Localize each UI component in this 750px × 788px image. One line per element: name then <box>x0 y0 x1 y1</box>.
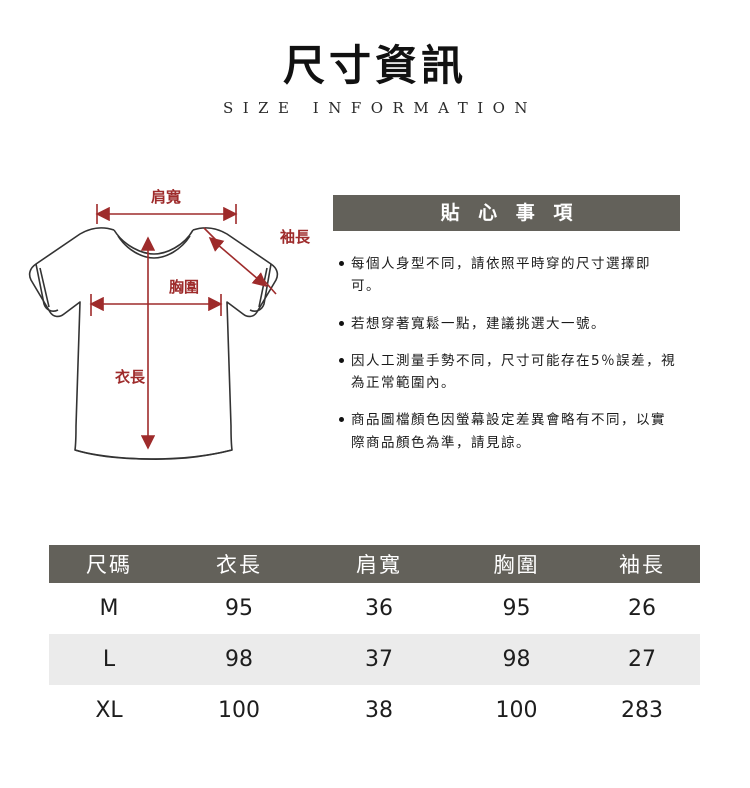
body-length-label: 衣長 <box>115 368 146 386</box>
note-text: 若想穿著寬鬆一點，建議挑選大一號。 <box>351 315 606 332</box>
note-text: 因人工測量手勢不同，尺寸可能存在5％誤差，視為正常範圍內。 <box>351 352 677 392</box>
notes-list: 每個人身型不同，請依照平時穿的尺寸選擇即可。 若想穿著寬鬆一點，建議挑選大一號。… <box>333 231 680 454</box>
note-text: 商品圖檔顏色因螢幕設定差異會略有不同，以實際商品顏色為準，請見諒。 <box>351 412 666 451</box>
table-row: XL 100 38 100 283 <box>49 685 700 736</box>
garment-measurement-diagram: 肩寬 袖長 胸圍 衣長 <box>14 176 324 496</box>
notes-heading: 貼 心 事 項 <box>333 195 680 231</box>
column-header-sleeve: 袖長 <box>584 545 700 583</box>
cell-size: L <box>49 634 169 685</box>
cell-shoulder: 36 <box>309 583 449 634</box>
cell-shoulder: 37 <box>309 634 449 685</box>
note-item: 若想穿著寬鬆一點，建議挑選大一號。 <box>339 313 678 335</box>
bullet-icon <box>339 320 344 326</box>
note-text: 每個人身型不同，請依照平時穿的尺寸選擇即可。 <box>351 256 651 295</box>
sleeve-length-label: 袖長 <box>280 228 311 246</box>
cell-chest: 100 <box>449 685 584 736</box>
cell-length: 98 <box>169 634 309 685</box>
tshirt-outline-icon <box>28 227 279 460</box>
cell-chest: 95 <box>449 583 584 634</box>
shoulder-width-label: 肩寬 <box>151 188 181 206</box>
cell-length: 95 <box>169 583 309 634</box>
bullet-icon <box>339 261 344 266</box>
table-header-row: 尺碼 衣長 肩寬 胸圍 袖長 <box>49 545 700 583</box>
page-subtitle: SIZE INFORMATION <box>222 99 538 118</box>
page-title: 尺寸資訊 <box>282 41 467 90</box>
note-item: 因人工測量手勢不同，尺寸可能存在5％誤差，視為正常範圍內。 <box>339 350 678 395</box>
cell-shoulder: 38 <box>309 685 449 736</box>
cell-size: XL <box>49 685 169 736</box>
cell-length: 100 <box>169 685 309 736</box>
sleeve-length-measure <box>203 227 277 295</box>
shoulder-width-measure <box>95 204 238 224</box>
table-row: M 95 36 95 26 <box>49 583 700 634</box>
cell-size: M <box>49 583 169 634</box>
page-header: 尺寸資訊 SIZE INFORMATION <box>0 41 750 118</box>
bullet-icon <box>339 357 344 363</box>
column-header-chest: 胸圍 <box>449 545 584 583</box>
cell-chest: 98 <box>449 634 584 685</box>
column-header-size: 尺碼 <box>49 545 169 583</box>
column-header-shoulder: 肩寬 <box>309 545 449 583</box>
cell-sleeve: 27 <box>584 634 700 685</box>
notes-panel: 貼 心 事 項 每個人身型不同，請依照平時穿的尺寸選擇即可。 若想穿著寬鬆一點，… <box>333 195 680 469</box>
tshirt-diagram-svg: 肩寬 袖長 胸圍 衣長 <box>28 188 311 460</box>
table-row: L 98 37 98 27 <box>49 634 700 685</box>
note-item: 商品圖檔顏色因螢幕設定差異會略有不同，以實際商品顏色為準，請見諒。 <box>339 409 678 454</box>
chest-label: 胸圍 <box>169 278 199 296</box>
note-item: 每個人身型不同，請依照平時穿的尺寸選擇即可。 <box>339 253 678 298</box>
column-header-length: 衣長 <box>169 545 309 583</box>
cell-sleeve: 26 <box>584 583 700 634</box>
bullet-icon <box>339 417 344 423</box>
cell-sleeve: 283 <box>584 685 700 736</box>
chest-measure <box>89 294 223 316</box>
size-table: 尺碼 衣長 肩寬 胸圍 袖長 M 95 36 95 26 L 98 37 98 … <box>49 545 700 736</box>
